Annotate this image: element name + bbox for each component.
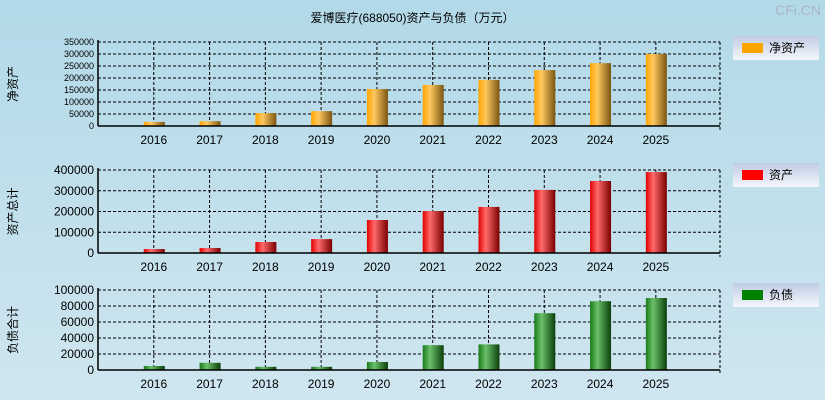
x-tick-label: 2023 bbox=[531, 260, 558, 274]
bar-2019 bbox=[311, 366, 333, 370]
bar-2020 bbox=[366, 362, 388, 370]
y-tick-label: 20000 bbox=[61, 347, 95, 361]
x-tick-label: 2017 bbox=[196, 377, 223, 391]
legend-swatch bbox=[742, 43, 763, 53]
y-tick-label: 50000 bbox=[69, 109, 94, 119]
chart-title: 爱博医疗(688050)资产与负债（万元） bbox=[310, 11, 515, 25]
bar-2022 bbox=[478, 206, 500, 253]
y-tick-label: 0 bbox=[87, 246, 94, 260]
bar-2017 bbox=[199, 362, 221, 370]
bar-2023 bbox=[534, 189, 556, 253]
bar-2025 bbox=[645, 54, 667, 126]
x-tick-label: 2018 bbox=[252, 260, 279, 274]
x-tick-label: 2021 bbox=[419, 133, 446, 147]
bar-2016 bbox=[143, 366, 165, 370]
bar-2022 bbox=[478, 79, 500, 126]
bar-2021 bbox=[422, 211, 444, 253]
x-tick-label: 2019 bbox=[308, 377, 335, 391]
y-tick-label: 60000 bbox=[61, 315, 95, 329]
legend-swatch bbox=[742, 290, 763, 300]
x-tick-label: 2018 bbox=[252, 133, 279, 147]
y-axis-label: 资产总计 bbox=[6, 187, 20, 235]
legend-label: 负债 bbox=[769, 288, 793, 302]
x-tick-label: 2021 bbox=[419, 377, 446, 391]
x-tick-label: 2016 bbox=[140, 133, 167, 147]
bar-2022 bbox=[478, 344, 500, 370]
y-tick-label: 150000 bbox=[64, 85, 94, 95]
y-tick-label: 100000 bbox=[54, 225, 94, 239]
y-tick-label: 250000 bbox=[64, 61, 94, 71]
y-tick-label: 200000 bbox=[54, 205, 94, 219]
x-tick-label: 2023 bbox=[531, 377, 558, 391]
bar-2017 bbox=[199, 248, 221, 253]
bar-2024 bbox=[590, 63, 612, 126]
x-tick-label: 2024 bbox=[587, 133, 614, 147]
chart-panel-0: 0 50000 100000 150000 200000 250000 300000 3500… bbox=[6, 36, 819, 147]
bar-2023 bbox=[534, 70, 556, 126]
watermark: CFi.CN bbox=[775, 2, 821, 18]
x-tick-label: 2022 bbox=[475, 133, 502, 147]
legend-label: 资产 bbox=[769, 168, 793, 182]
x-tick-label: 2020 bbox=[364, 133, 391, 147]
y-tick-label: 0 bbox=[89, 121, 94, 131]
y-tick-label: 350000 bbox=[64, 37, 94, 47]
x-tick-label: 2016 bbox=[140, 260, 167, 274]
y-tick-label: 300000 bbox=[54, 184, 94, 198]
y-tick-label: 40000 bbox=[61, 331, 95, 345]
y-tick-label: 0 bbox=[87, 363, 94, 377]
bar-2023 bbox=[534, 313, 556, 370]
x-tick-label: 2022 bbox=[475, 377, 502, 391]
x-tick-label: 2022 bbox=[475, 260, 502, 274]
x-tick-label: 2025 bbox=[642, 377, 669, 391]
bar-2020 bbox=[366, 220, 388, 253]
bar-2018 bbox=[255, 242, 277, 253]
x-tick-label: 2018 bbox=[252, 377, 279, 391]
x-tick-label: 2025 bbox=[642, 260, 669, 274]
chart-panel-1: 0 100000 200000 300000 400000 2016 2017 2018 201… bbox=[6, 163, 819, 274]
y-tick-label: 80000 bbox=[61, 299, 95, 313]
legend-label: 净资产 bbox=[769, 41, 805, 55]
bar-2018 bbox=[255, 366, 277, 370]
x-tick-label: 2025 bbox=[642, 133, 669, 147]
y-tick-label: 100000 bbox=[64, 97, 94, 107]
y-tick-label: 400000 bbox=[54, 163, 94, 177]
bar-2019 bbox=[311, 239, 333, 253]
bar-2021 bbox=[422, 84, 444, 126]
y-tick-label: 200000 bbox=[64, 73, 94, 83]
x-tick-label: 2019 bbox=[308, 133, 335, 147]
bar-2025 bbox=[645, 298, 667, 370]
y-tick-label: 300000 bbox=[64, 49, 94, 59]
x-tick-label: 2020 bbox=[364, 377, 391, 391]
bar-2019 bbox=[311, 111, 333, 126]
x-tick-label: 2017 bbox=[196, 133, 223, 147]
x-tick-label: 2021 bbox=[419, 260, 446, 274]
x-tick-label: 2017 bbox=[196, 260, 223, 274]
x-tick-label: 2023 bbox=[531, 133, 558, 147]
bar-2018 bbox=[255, 113, 277, 126]
bar-2016 bbox=[143, 249, 165, 253]
bar-2021 bbox=[422, 345, 444, 370]
bar-2017 bbox=[199, 121, 221, 126]
x-tick-label: 2016 bbox=[140, 377, 167, 391]
x-tick-label: 2024 bbox=[587, 260, 614, 274]
bar-2020 bbox=[366, 89, 388, 126]
bar-2024 bbox=[590, 301, 612, 370]
x-tick-label: 2020 bbox=[364, 260, 391, 274]
x-tick-label: 2019 bbox=[308, 260, 335, 274]
y-axis-label: 负债合计 bbox=[5, 306, 20, 354]
x-tick-label: 2024 bbox=[587, 377, 614, 391]
chart-panel-2: 0 20000 40000 60000 80000 100000 2016 2017 2018 2… bbox=[5, 283, 819, 391]
y-axis-label: 净资产 bbox=[6, 66, 20, 102]
bar-2016 bbox=[143, 121, 165, 126]
bar-2024 bbox=[590, 180, 612, 253]
legend-swatch bbox=[742, 170, 763, 180]
y-tick-label: 100000 bbox=[54, 283, 94, 297]
bar-2025 bbox=[645, 172, 667, 253]
